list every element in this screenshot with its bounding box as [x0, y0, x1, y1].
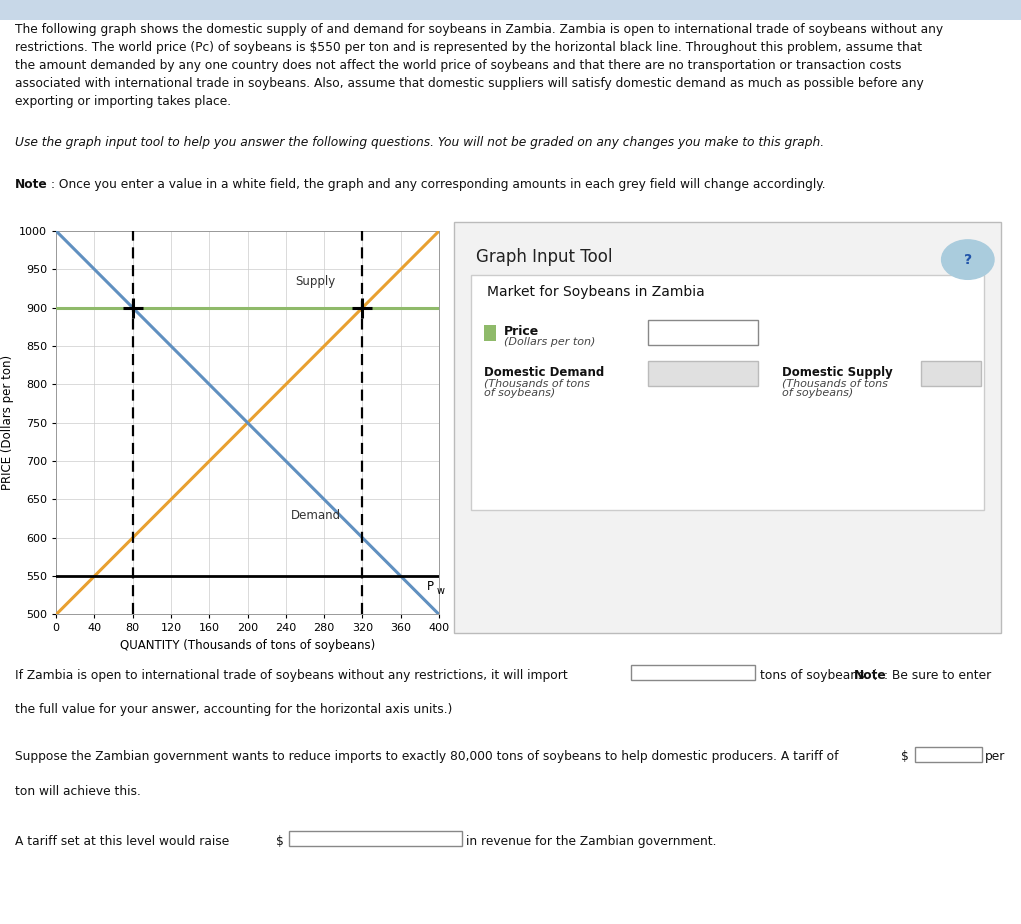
Text: Price: Price — [503, 325, 539, 338]
Text: Graph Input Tool: Graph Input Tool — [476, 249, 613, 266]
Text: $: $ — [276, 834, 284, 847]
Text: : Once you enter a value in a white field, the graph and any corresponding amoun: : Once you enter a value in a white fiel… — [51, 178, 826, 191]
Text: in revenue for the Zambian government.: in revenue for the Zambian government. — [466, 834, 717, 847]
Text: Domestic Demand: Domestic Demand — [484, 366, 604, 379]
FancyBboxPatch shape — [631, 665, 756, 680]
Text: Supply: Supply — [295, 274, 336, 287]
Text: A tariff set at this level would raise: A tariff set at this level would raise — [15, 834, 230, 847]
FancyBboxPatch shape — [471, 275, 984, 510]
FancyBboxPatch shape — [915, 747, 982, 761]
Text: per: per — [985, 750, 1006, 763]
Text: (Thousands of tons: (Thousands of tons — [484, 378, 590, 388]
Text: Suppose the Zambian government wants to reduce imports to exactly 80,000 tons of: Suppose the Zambian government wants to … — [15, 750, 839, 763]
Text: 900: 900 — [690, 325, 716, 339]
Text: P: P — [427, 579, 434, 592]
Text: ?: ? — [964, 252, 972, 267]
FancyBboxPatch shape — [484, 325, 496, 341]
Text: 320: 320 — [938, 367, 965, 381]
FancyBboxPatch shape — [921, 360, 981, 386]
Y-axis label: PRICE (Dollars per ton): PRICE (Dollars per ton) — [1, 355, 13, 491]
FancyBboxPatch shape — [454, 222, 1001, 633]
Text: tons of soybeans. (: tons of soybeans. ( — [760, 669, 877, 682]
FancyBboxPatch shape — [648, 360, 758, 386]
Text: Domestic Supply: Domestic Supply — [782, 366, 892, 379]
Text: Note: Note — [15, 178, 48, 191]
Text: If Zambia is open to international trade of soybeans without any restrictions, i: If Zambia is open to international trade… — [15, 669, 568, 682]
Text: of soybeans): of soybeans) — [484, 388, 555, 398]
Text: Demand: Demand — [291, 508, 341, 521]
X-axis label: QUANTITY (Thousands of tons of soybeans): QUANTITY (Thousands of tons of soybeans) — [119, 639, 375, 652]
Text: Market for Soybeans in Zambia: Market for Soybeans in Zambia — [487, 286, 704, 299]
Text: w: w — [436, 586, 444, 596]
Text: The following graph shows the domestic supply of and demand for soybeans in Zamb: The following graph shows the domestic s… — [15, 23, 943, 108]
Text: Note: Note — [855, 669, 887, 682]
Text: (Dollars per ton): (Dollars per ton) — [503, 337, 595, 346]
Text: : Be sure to enter: : Be sure to enter — [884, 669, 991, 682]
FancyBboxPatch shape — [289, 831, 461, 845]
Text: of soybeans): of soybeans) — [782, 388, 854, 398]
Circle shape — [941, 240, 994, 279]
Text: (Thousands of tons: (Thousands of tons — [782, 378, 888, 388]
FancyBboxPatch shape — [648, 320, 758, 346]
Text: Use the graph input tool to help you answer the following questions. You will no: Use the graph input tool to help you ans… — [15, 136, 824, 149]
Text: 80: 80 — [694, 367, 712, 381]
Text: the full value for your answer, accounting for the horizontal axis units.): the full value for your answer, accounti… — [15, 702, 452, 715]
FancyBboxPatch shape — [0, 0, 1021, 20]
Text: $: $ — [901, 750, 909, 763]
Text: ton will achieve this.: ton will achieve this. — [15, 785, 141, 798]
